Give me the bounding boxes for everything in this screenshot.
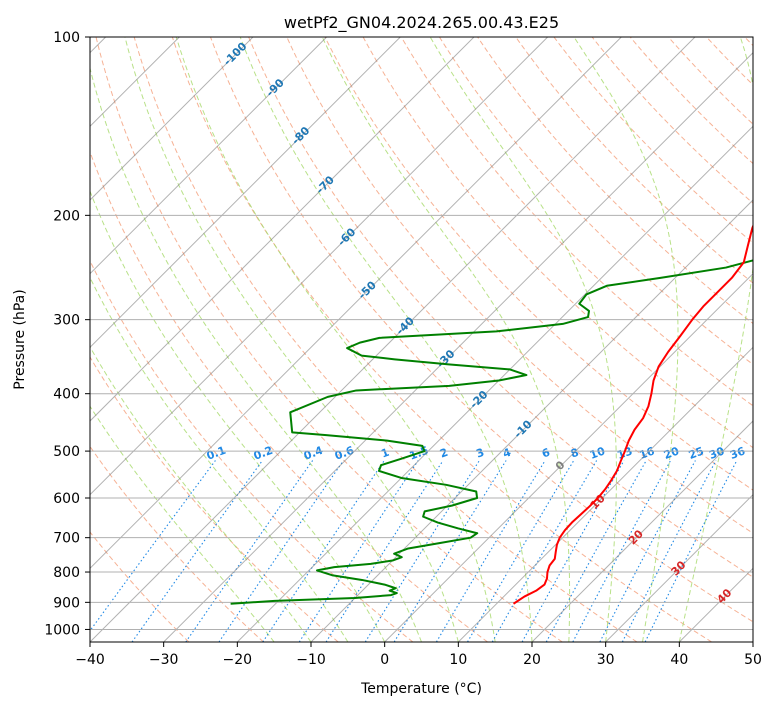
moist-adiabat bbox=[573, 37, 679, 642]
isotherm-line bbox=[163, 51, 753, 642]
mixing-ratio-line bbox=[491, 460, 598, 642]
temperature-profile bbox=[512, 223, 753, 605]
y-tick-label: 1000 bbox=[44, 622, 80, 638]
dry-adiabat bbox=[248, 37, 753, 578]
moist-adiabat bbox=[90, 189, 386, 642]
mixing-ratio-label: 20 bbox=[662, 444, 681, 462]
chart-title: wetPf2_GN04.2024.265.00.43.E25 bbox=[284, 13, 559, 33]
mixing-ratio-line bbox=[393, 460, 507, 642]
mixing-ratio-label: 6 bbox=[540, 446, 552, 461]
isotherm-line bbox=[90, 37, 622, 570]
y-tick-label: 200 bbox=[53, 208, 80, 224]
x-tick-label: 40 bbox=[670, 652, 688, 668]
dry-adiabat bbox=[553, 37, 753, 244]
y-tick-label: 800 bbox=[53, 565, 80, 581]
x-tick-label: 0 bbox=[380, 652, 389, 668]
dry-adiabat bbox=[95, 37, 563, 642]
dry-adiabat bbox=[400, 37, 753, 407]
y-tick-label: 600 bbox=[53, 491, 80, 507]
x-tick-label: −10 bbox=[296, 652, 326, 668]
dry-adiabat bbox=[591, 37, 753, 204]
isotherm-line bbox=[384, 272, 753, 642]
x-tick-label: 10 bbox=[449, 652, 467, 668]
y-tick-label: 100 bbox=[53, 30, 80, 46]
moist-adiabat bbox=[124, 37, 459, 642]
mixing-ratio-label: 30 bbox=[707, 444, 726, 462]
x-tick-label: 20 bbox=[523, 652, 541, 668]
dry-adiabat bbox=[286, 37, 753, 534]
mixing-ratio-label: 8 bbox=[569, 446, 581, 461]
isotherm-line bbox=[90, 37, 401, 349]
plot-frame bbox=[89, 36, 754, 643]
dry-adiabat bbox=[90, 531, 190, 642]
mixing-ratio-label: 1 bbox=[379, 446, 391, 461]
mixing-ratio-label: 25 bbox=[687, 444, 706, 461]
mixing-ratio-line bbox=[131, 460, 263, 642]
y-tick-label: 900 bbox=[53, 595, 80, 611]
mixing-ratio-label: 3 bbox=[474, 446, 486, 461]
isotherm-line bbox=[90, 37, 549, 496]
isotherm-line bbox=[236, 125, 753, 642]
moist-adiabat bbox=[239, 37, 533, 642]
isotherm-line bbox=[90, 37, 696, 642]
mixing-ratio-line bbox=[467, 460, 575, 642]
x-tick-label: 50 bbox=[744, 652, 762, 668]
isotherm-line bbox=[90, 37, 475, 422]
moist-adiabat bbox=[429, 37, 617, 642]
mixing-ratio-label: 2 bbox=[438, 446, 450, 461]
x-tick-label: −40 bbox=[75, 652, 105, 668]
mixing-ratio-line bbox=[185, 460, 314, 642]
dry-adiabat bbox=[171, 37, 712, 642]
mixing-ratio-line bbox=[435, 460, 546, 642]
axes: −40 −30 −20 −10 0 10 20 30 40 5010020030040050060… bbox=[44, 30, 762, 668]
moist-adiabat bbox=[678, 37, 753, 642]
isotherm-line bbox=[310, 199, 753, 642]
mixing-ratio-label: 36 bbox=[728, 444, 747, 462]
mixing-ratio-label: 0.2 bbox=[252, 444, 275, 463]
y-tick-label: 700 bbox=[53, 531, 80, 547]
y-tick-label: 500 bbox=[53, 444, 80, 460]
isotherm-line bbox=[605, 493, 753, 642]
mixing-ratio-line bbox=[298, 460, 419, 642]
dry-adiabat bbox=[324, 37, 753, 491]
dry-adiabat bbox=[133, 37, 638, 642]
mixing-ratio-label: 4 bbox=[501, 446, 513, 461]
moist-adiabat bbox=[321, 37, 571, 642]
mixing-ratio-label: 10 bbox=[588, 444, 607, 462]
moist-adiabat bbox=[175, 37, 496, 642]
dewpoint-profile bbox=[230, 259, 753, 605]
y-tick-label: 400 bbox=[53, 387, 80, 403]
dry-adiabat bbox=[90, 259, 414, 642]
x-tick-label: −30 bbox=[149, 652, 179, 668]
isotherm-line bbox=[90, 37, 328, 275]
x-axis-title: Temperature (°C) bbox=[360, 681, 482, 697]
x-tick-label: 30 bbox=[597, 652, 615, 668]
dry-adiabat bbox=[439, 37, 753, 366]
mixing-ratio-line bbox=[218, 460, 344, 642]
mixing-ratio-line bbox=[644, 460, 738, 642]
moist-adiabat bbox=[90, 405, 275, 642]
isotherm-line bbox=[531, 420, 753, 642]
dry-adiabat bbox=[90, 150, 488, 642]
mixing-ratio-line bbox=[545, 460, 647, 642]
y-tick-label: 300 bbox=[53, 313, 80, 329]
mixing-ratio-line bbox=[521, 460, 625, 642]
mixing-ratio-line bbox=[262, 460, 385, 642]
dry-adiabat bbox=[210, 37, 753, 623]
x-tick-label: −20 bbox=[223, 652, 253, 668]
mixing-ratio-label: 0.6 bbox=[333, 444, 356, 463]
moist-adiabat bbox=[90, 66, 422, 642]
y-axis-title: Pressure (hPa) bbox=[12, 289, 28, 389]
mixing-ratio-line bbox=[90, 460, 216, 632]
isotherm-line bbox=[90, 37, 254, 201]
dry-adiabat bbox=[477, 37, 753, 325]
mixing-ratio-label: 0.4 bbox=[302, 444, 325, 463]
